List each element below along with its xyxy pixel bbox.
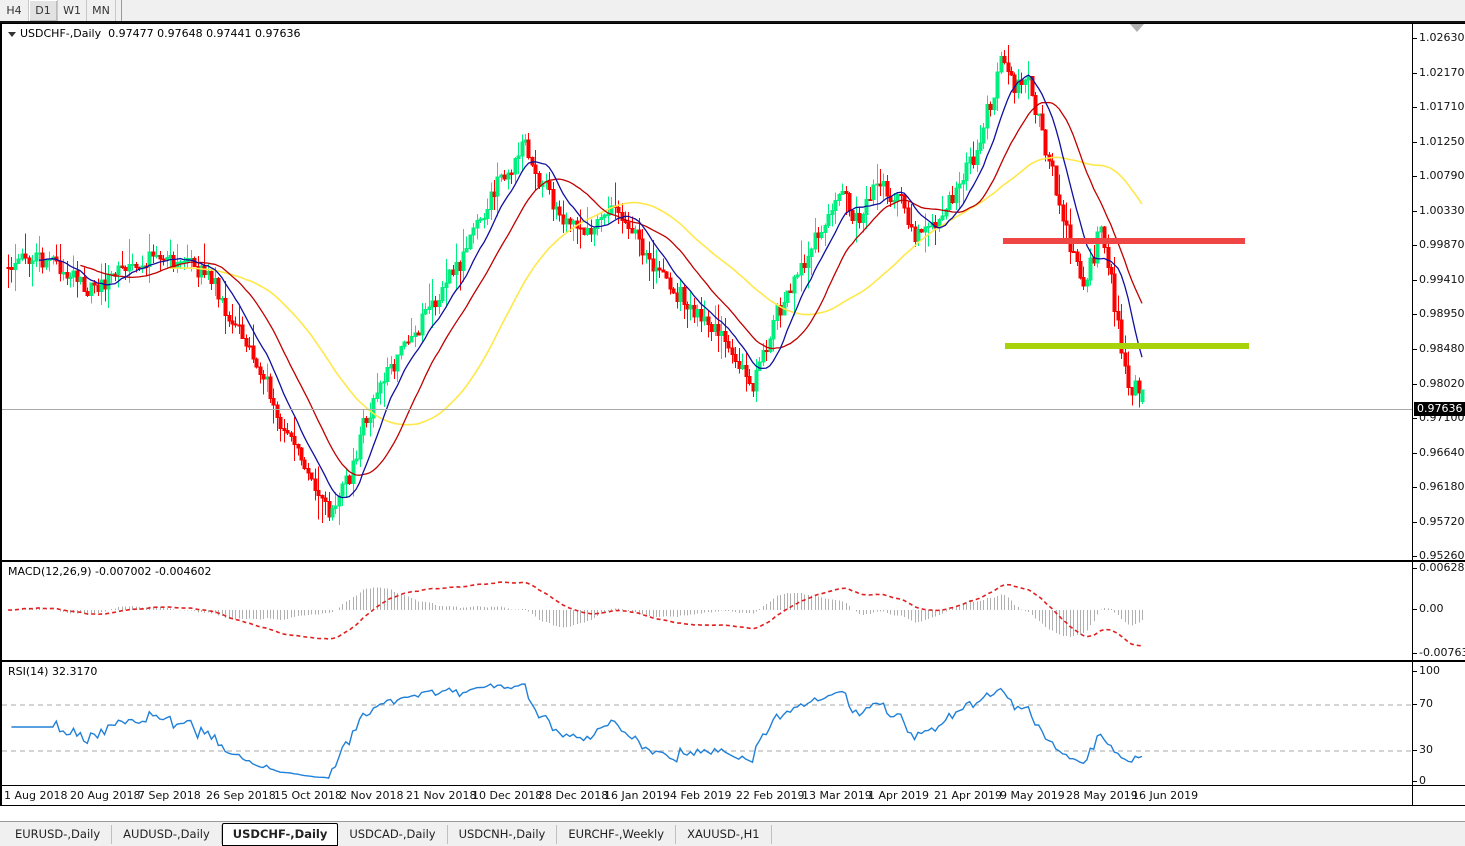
date-tick: 21 Nov 2018	[406, 789, 477, 802]
price-pane[interactable]: USDCHF-,Daily 0.97477 0.97648 0.97441 0.…	[0, 23, 1412, 561]
tab-xauusd-h1[interactable]: XAUUSD-,H1	[676, 824, 772, 844]
price-pane-label: USDCHF-,Daily 0.97477 0.97648 0.97441 0.…	[8, 27, 301, 40]
price-plot-area[interactable]	[2, 24, 1412, 560]
tab-usdcnh-daily[interactable]: USDCNH-,Daily	[448, 824, 558, 844]
tab-eurusd-daily[interactable]: EURUSD-,Daily	[4, 824, 113, 844]
timeframe-button-w1[interactable]: W1	[58, 0, 87, 21]
date-axis[interactable]: 1 Aug 2018 20 Aug 2018 7 Sep 2018 26 Sep 20…	[0, 786, 1412, 806]
candlestick-svg	[6, 44, 1145, 525]
tab-usdcad-daily[interactable]: USDCAD-,Daily	[338, 824, 448, 844]
collapse-caret-icon[interactable]	[8, 31, 16, 37]
chart-frame: USDCHF-,Daily 0.97477 0.97648 0.97441 0.…	[0, 21, 1465, 821]
price-pane-ohlc: 0.97477 0.97648 0.97441 0.97636	[108, 27, 301, 40]
axis-corner	[1412, 786, 1465, 806]
rsi-svg	[2, 683, 1412, 780]
current-price-tag: 0.97636	[1414, 402, 1465, 416]
rsi-axis-scale[interactable]: 100 70 30 0	[1412, 661, 1465, 787]
tab-audusd-daily[interactable]: AUDUSD-,Daily	[112, 824, 222, 844]
tab-usdchf-daily[interactable]: USDCHF-,Daily	[221, 822, 339, 846]
date-tick: 26 Sep 2018	[206, 789, 276, 802]
date-tick: 20 Aug 2018	[70, 789, 141, 802]
date-tick: 1 Aug 2018	[4, 789, 68, 802]
date-tick: 15 Oct 2018	[274, 789, 343, 802]
rsi-pane-label: RSI(14) 32.3170	[8, 665, 98, 678]
toolbar-divider	[121, 0, 122, 21]
date-tick: 13 Mar 2019	[802, 789, 872, 802]
date-tick: 28 May 2019	[1066, 789, 1138, 802]
chevron-down-icon[interactable]	[1130, 24, 1144, 32]
support-line[interactable]	[1005, 343, 1249, 349]
macd-axis-scale[interactable]: 0.0062860.00-0.007635	[1412, 561, 1465, 661]
macd-plot-area[interactable]	[2, 562, 1412, 660]
date-tick: 16 Jun 2019	[1132, 789, 1199, 802]
date-tick: 28 Dec 2018	[538, 789, 609, 802]
date-tick: 4 Feb 2019	[670, 789, 732, 802]
date-tick: 16 Jan 2019	[604, 789, 670, 802]
date-tick: 21 Apr 2019	[934, 789, 1003, 802]
macd-pane[interactable]: MACD(12,26,9) -0.007002 -0.004602	[0, 561, 1412, 661]
rsi-pane[interactable]: RSI(14) 32.3170	[0, 661, 1412, 786]
date-tick: 1 Apr 2019	[868, 789, 930, 802]
timeframe-button-h4[interactable]: H4	[0, 0, 29, 21]
price-axis-scale[interactable]: 1.02630 1.02170 1.01710 1.01250 1.00790 1.003…	[1412, 23, 1465, 562]
resistance-line[interactable]	[1003, 238, 1245, 244]
date-tick: 9 May 2019	[1000, 789, 1065, 802]
date-tick: 22 Feb 2019	[736, 789, 805, 802]
last-price-line	[2, 409, 1412, 410]
macd-svg	[7, 581, 1143, 647]
timeframe-button-d1[interactable]: D1	[29, 0, 58, 21]
price-pane-symbol: USDCHF-,Daily	[20, 27, 102, 40]
chart-tab-bar: EURUSD-,Daily AUDUSD-,Daily USDCHF-,Dail…	[0, 821, 1465, 846]
timeframe-button-mn[interactable]: MN	[87, 0, 116, 21]
date-tick: 10 Dec 2018	[472, 789, 543, 802]
macd-pane-label: MACD(12,26,9) -0.007002 -0.004602	[8, 565, 212, 578]
timeframe-toolbar: H4 D1 W1 MN	[0, 0, 1465, 22]
tab-eurchf-weekly[interactable]: EURCHF-,Weekly	[557, 824, 677, 844]
date-tick: 2 Nov 2018	[340, 789, 404, 802]
date-tick: 7 Sep 2018	[138, 789, 201, 802]
rsi-plot-area[interactable]	[2, 662, 1412, 785]
